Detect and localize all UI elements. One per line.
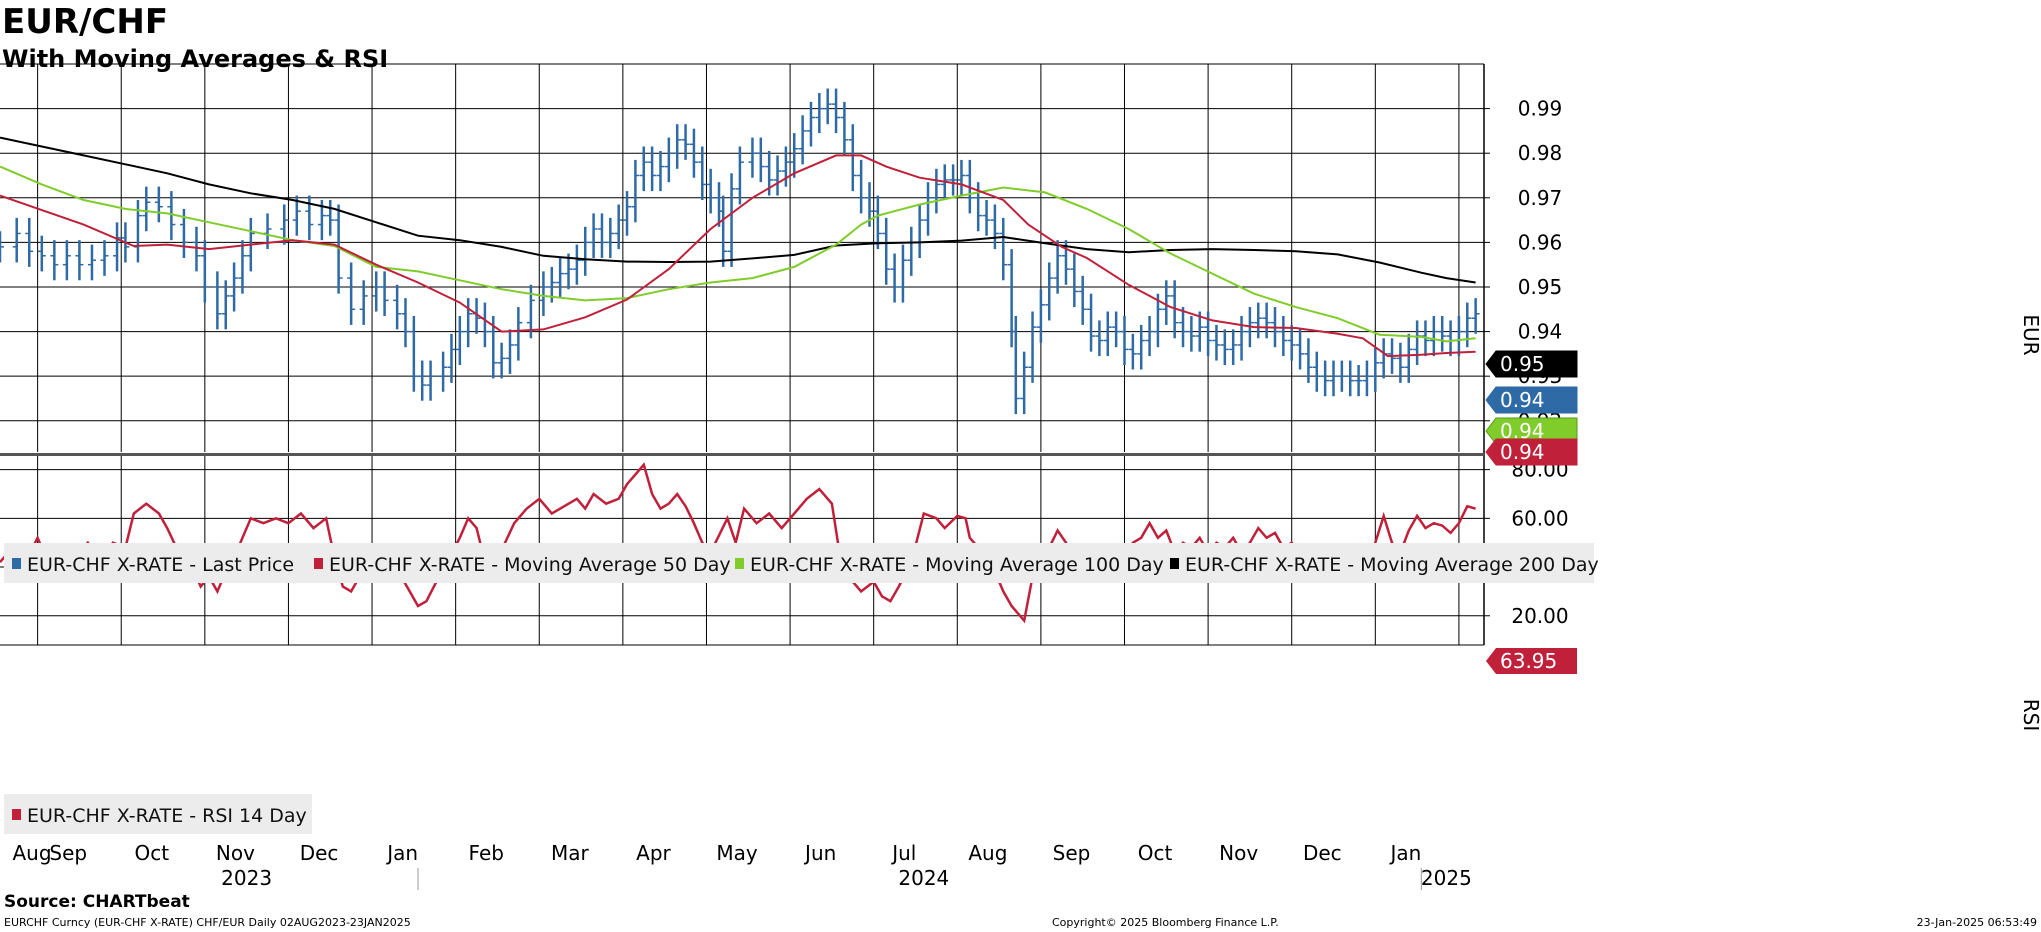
rsi-tick-label: 20.00 <box>1511 604 1568 628</box>
ma50-value-tag-label: 0.94 <box>1500 440 1545 464</box>
month-label: Jan <box>385 841 418 865</box>
month-label: Aug <box>968 841 1007 865</box>
top-gridlines <box>0 64 1484 452</box>
price-axis-label: EUR <box>2019 314 2041 355</box>
copyright-notice: Copyright© 2025 Bloomberg Finance L.P. <box>1052 916 1279 929</box>
rsi-gridlines <box>0 455 1484 645</box>
price-legend-label: EUR-CHF X-RATE - Last Price <box>27 554 294 576</box>
chart-subtitle: With Moving Averages & RSI <box>2 45 389 73</box>
month-label: Apr <box>636 841 671 865</box>
price-legend-box <box>4 543 1594 583</box>
year-label: 2024 <box>898 866 949 890</box>
month-label: Dec <box>1303 841 1342 865</box>
month-label: Mar <box>551 841 590 865</box>
rsi-value-tag-label: 63.95 <box>1500 649 1557 673</box>
price-tick-label: 0.96 <box>1518 230 1563 254</box>
ma200-value-tag <box>1485 350 1578 378</box>
ma200-line <box>0 136 1476 284</box>
year-label: 2025 <box>1421 866 1472 890</box>
rsi-tick-label: 60.00 <box>1511 506 1568 530</box>
price-tick-label: 0.99 <box>1518 97 1563 121</box>
ma50-line <box>0 154 1476 358</box>
month-label: Jul <box>890 841 916 865</box>
price-value-tag <box>1485 386 1578 414</box>
source-note: Source: CHARTbeat <box>4 892 190 912</box>
price-tick-label: 0.94 <box>1518 320 1563 344</box>
month-label: Nov <box>216 841 255 865</box>
price-tick-label: 0.98 <box>1518 141 1563 165</box>
month-label: Oct <box>135 841 170 865</box>
ma50-legend-swatch <box>314 558 323 569</box>
ma100-legend-label: EUR-CHF X-RATE - Moving Average 100 Day <box>750 554 1164 576</box>
price-legend-swatch <box>12 558 21 569</box>
ma200-legend-label: EUR-CHF X-RATE - Moving Average 200 Day <box>1185 554 1599 576</box>
rsi-legend-box <box>4 794 312 834</box>
ma100-line <box>0 165 1476 343</box>
month-label: Feb <box>469 841 504 865</box>
price-value-tag-label: 0.94 <box>1500 388 1545 412</box>
rsi-axis-label: RSI <box>2019 699 2041 732</box>
month-label: Nov <box>1219 841 1258 865</box>
month-label: Jan <box>1388 841 1421 865</box>
ticker-info: EURCHF Curncy (EUR-CHF X-RATE) CHF/EUR D… <box>4 916 411 929</box>
rsi-value-tag <box>1486 648 1577 674</box>
ma200-legend-swatch <box>1170 558 1179 569</box>
ma50-legend-label: EUR-CHF X-RATE - Moving Average 50 Day <box>329 554 731 576</box>
month-label: Sep <box>1053 841 1091 865</box>
month-label: May <box>716 841 758 865</box>
chart-title: EUR/CHF <box>2 2 169 42</box>
month-label: Aug <box>12 841 51 865</box>
rsi-plot-area <box>0 462 1476 624</box>
panel-divider <box>0 453 1484 456</box>
price-tick-label: 0.97 <box>1518 186 1563 210</box>
year-label: 2023 <box>221 866 272 890</box>
month-label: Jun <box>803 841 836 865</box>
rsi-line <box>0 462 1476 624</box>
price-tick-label: 0.95 <box>1518 275 1563 299</box>
chart-frame <box>0 63 1485 646</box>
month-label: Sep <box>49 841 87 865</box>
month-label: Dec <box>300 841 339 865</box>
rsi-legend-label: EUR-CHF X-RATE - RSI 14 Day <box>27 805 307 827</box>
ma100-legend-swatch <box>735 558 744 569</box>
rsi-legend-swatch <box>12 809 21 820</box>
price-legend: EUR-CHF X-RATE - Last Price EUR-CHF X-RAT… <box>4 543 1599 583</box>
rsi-legend: EUR-CHF X-RATE - RSI 14 Day <box>4 794 312 834</box>
price-plot-area <box>0 88 1480 415</box>
timestamp: 23-Jan-2025 06:53:49 <box>1916 916 2037 929</box>
ma200-value-tag-label: 0.95 <box>1500 352 1545 376</box>
month-label: Oct <box>1138 841 1173 865</box>
ma50-value-tag <box>1485 438 1578 466</box>
